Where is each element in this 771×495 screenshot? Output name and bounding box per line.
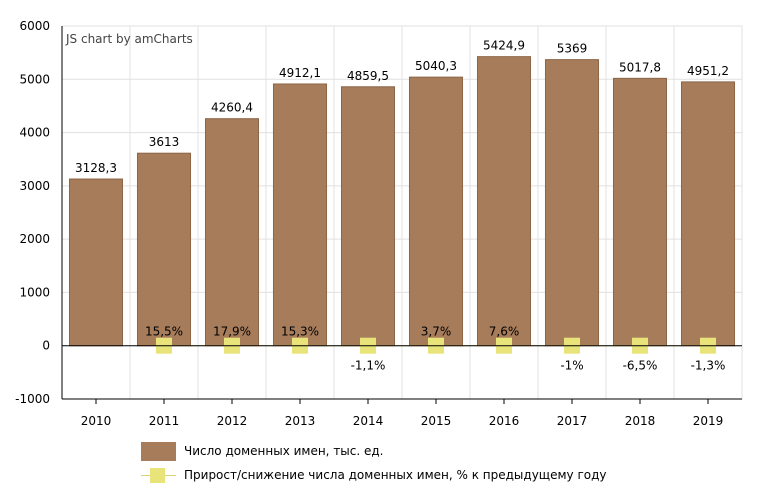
growth-value-label: 15,3% (281, 325, 319, 339)
bar[interactable] (68, 178, 124, 347)
growth-value-label: -1% (560, 359, 583, 373)
x-tick-label: 2017 (557, 414, 588, 428)
chart-credit[interactable]: JS chart by amCharts (65, 32, 193, 46)
bar[interactable] (544, 59, 600, 347)
bar-value-label: 4260,4 (211, 101, 253, 115)
bar-value-label: 4859,5 (347, 69, 389, 83)
legend-label-bars: Число доменных имен, тыс. ед. (184, 444, 384, 458)
x-tick-label: 2011 (149, 414, 180, 428)
growth-value-label: 15,5% (145, 325, 183, 339)
bar-value-label: 5017,8 (619, 60, 661, 74)
x-tick-label: 2019 (693, 414, 724, 428)
bar[interactable] (272, 83, 328, 347)
bar-value-label: 3613 (149, 135, 180, 149)
y-tick-label: 1000 (19, 285, 50, 299)
growth-value-label: -6,5% (623, 359, 658, 373)
bar[interactable] (408, 76, 464, 347)
data-labels: 3128,3 3613 4260,4 4912,1 4859,5 5040,3 5424,9… (75, 39, 729, 373)
legend-marker-swatch (141, 466, 176, 485)
bar[interactable] (476, 56, 532, 347)
bar[interactable] (612, 77, 668, 347)
x-tick-label: 2018 (625, 414, 656, 428)
y-tick-label: 2000 (19, 232, 50, 246)
growth-value-label: -1,3% (691, 359, 726, 373)
growth-value-label: 3,7% (421, 325, 452, 339)
bar-value-label: 3128,3 (75, 161, 117, 175)
legend-item-bars[interactable]: Число доменных имен, тыс. ед. (141, 440, 384, 462)
bar-value-label: 5424,9 (483, 39, 525, 53)
grid-lines (61, 25, 743, 400)
y-tick-label: 5000 (19, 72, 50, 86)
bar-value-label: 4912,1 (279, 66, 321, 80)
bar[interactable] (204, 118, 260, 347)
x-tick-label: 2013 (285, 414, 316, 428)
bar[interactable] (340, 86, 396, 347)
bar-series (68, 56, 736, 347)
axes: -1000 0 1000 2000 3000 4000 5000 6000 2010 2011 20… (15, 19, 742, 428)
bar[interactable] (680, 81, 736, 347)
x-tick-label: 2010 (81, 414, 112, 428)
x-tick-label: 2012 (217, 414, 248, 428)
y-tick-label: 4000 (19, 126, 50, 140)
y-tick-label: -1000 (15, 392, 50, 406)
x-tick-label: 2016 (489, 414, 520, 428)
bar[interactable] (136, 152, 192, 347)
bar-value-label: 5040,3 (415, 59, 457, 73)
bar-value-label: 5369 (557, 42, 588, 56)
legend-label-markers: Прирост/снижение числа доменных имен, % … (184, 468, 607, 482)
growth-value-label: -1,1% (351, 359, 386, 373)
x-tick-label: 2014 (353, 414, 384, 428)
growth-value-label: 17,9% (213, 325, 251, 339)
y-tick-label: 3000 (19, 179, 50, 193)
growth-value-label: 7,6% (489, 325, 520, 339)
x-tick-label: 2015 (421, 414, 452, 428)
legend-item-markers[interactable]: Прирост/снижение числа доменных имен, % … (141, 464, 607, 486)
y-tick-label: 0 (42, 339, 50, 353)
legend-bar-swatch (141, 441, 176, 461)
y-tick-label: 6000 (19, 19, 50, 33)
bar-value-label: 4951,2 (687, 64, 729, 78)
